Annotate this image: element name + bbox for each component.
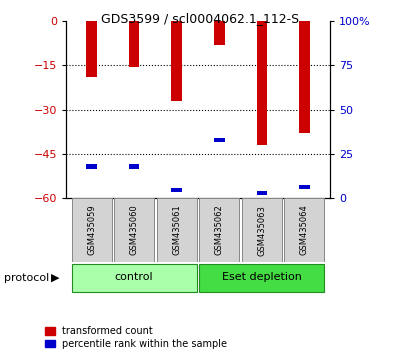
Text: Eset depletion: Eset depletion (222, 272, 302, 282)
Bar (299, 21, 310, 133)
Bar (256, 21, 267, 145)
Bar (129, 164, 140, 169)
Legend: transformed count, percentile rank within the sample: transformed count, percentile rank withi… (45, 326, 227, 349)
Text: GDS3599 / scl0004062.1_112-S: GDS3599 / scl0004062.1_112-S (101, 12, 299, 25)
Bar (171, 21, 182, 101)
Bar (214, 138, 225, 142)
Bar (242, 198, 282, 262)
Text: GSM435059: GSM435059 (87, 205, 96, 256)
Text: GSM435063: GSM435063 (257, 205, 266, 256)
Bar (86, 21, 97, 77)
Text: ▶: ▶ (51, 273, 60, 283)
Text: GSM435061: GSM435061 (172, 205, 181, 256)
Text: GSM435060: GSM435060 (130, 205, 139, 256)
Bar (199, 198, 239, 262)
Bar (129, 21, 140, 67)
Bar (199, 263, 324, 292)
Text: protocol: protocol (4, 273, 49, 283)
Bar (72, 198, 112, 262)
Bar (157, 198, 197, 262)
Bar (72, 263, 197, 292)
Bar (86, 164, 97, 169)
Bar (299, 185, 310, 189)
Bar (171, 188, 182, 192)
Text: control: control (115, 272, 154, 282)
Bar (114, 198, 154, 262)
Bar (284, 198, 324, 262)
Text: GSM435064: GSM435064 (300, 205, 309, 256)
Text: GSM435062: GSM435062 (215, 205, 224, 256)
Bar (256, 191, 267, 195)
Bar (214, 21, 225, 45)
